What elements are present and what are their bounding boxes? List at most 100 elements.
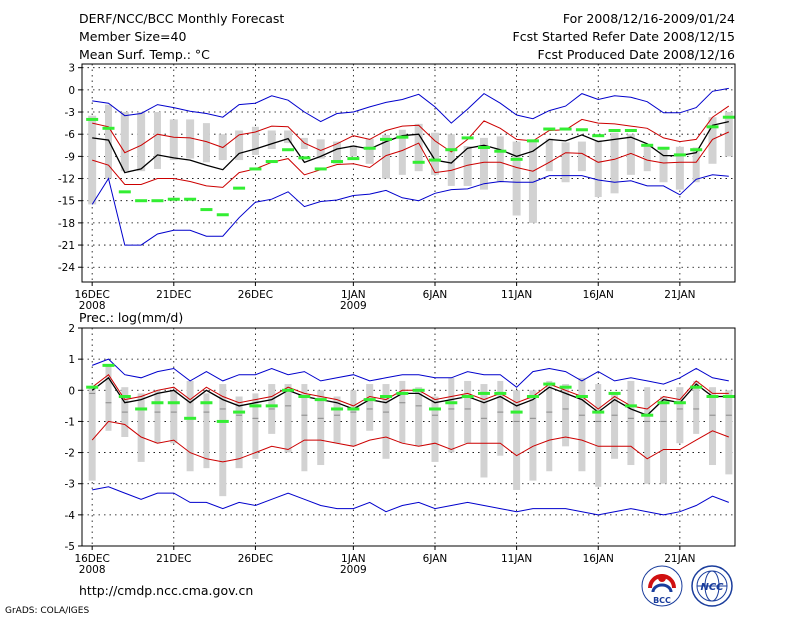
temp-ytick-label: -3 [65,107,75,119]
temp-xtick-year: 2008 [79,300,106,312]
temp-range-box [186,119,195,159]
temp-xtick-label: 16JAN [583,289,614,301]
prec-observed-mark [477,391,490,395]
temp-observed-mark [592,134,605,138]
prec-observed-mark [657,401,670,405]
temp-ytick-label: -9 [65,151,75,163]
precip-title: Prec.: log(mm/d) [79,310,183,325]
prec-observed-mark [86,385,99,389]
temp-ytick-label: -18 [58,218,75,230]
temp-observed-mark [216,213,229,217]
temp-observed-mark [86,117,99,121]
temp-range-box [708,117,717,164]
prec-range-box [186,380,194,472]
prec-range-box [611,393,619,459]
chart-title: DERF/NCC/BCC Monthly Forecast [79,11,284,26]
temp-range-box [251,126,259,155]
temp-observed-mark [331,160,344,164]
temp-ytick-label: 0 [68,85,75,97]
grads-credit: GrADS: COLA/IGES [5,606,89,616]
temp-range-box [659,147,668,183]
temp-observed-mark [249,167,262,171]
temp-range-box [333,141,342,164]
prec-observed-mark [233,410,246,414]
prec-observed-mark [135,407,148,411]
temp-observed-mark [233,186,246,190]
temp-xtick-label: 1JAN [341,289,366,301]
temp-ytick-label: -21 [58,240,75,252]
temp-range-box [610,132,619,194]
prec-range-box [235,396,243,469]
temp-range-box [724,112,733,157]
prec-range-box [88,387,96,481]
temp-observed-mark [102,126,115,130]
temp-range-box [398,129,406,175]
temp-range-box [316,139,325,159]
prec-observed-mark [608,391,621,395]
temp-ensemble-mean-line [92,120,729,174]
prec-observed-mark [543,382,556,386]
prec-range-box [595,384,602,487]
temp-observed-mark [608,129,621,133]
temp-range-box [528,140,537,223]
temp-observed-mark [722,115,735,119]
prec-observed-mark [216,419,229,423]
prec-observed-mark [314,398,327,402]
prec-range-box [137,393,145,462]
prec-ytick-label: -4 [65,510,76,522]
prec-observed-mark [722,395,735,399]
temp-observed-mark [477,146,490,150]
temp-xtick-year: 2009 [340,300,367,312]
prec-range-box [105,365,112,431]
temp-range-box [545,138,553,172]
prec-observed-mark [200,401,213,405]
temp-observed-mark [690,148,703,152]
prec-xtick-label: 16JAN [583,553,614,565]
prec-range-box [317,390,325,466]
bcc-logo-text: BCC [653,596,671,605]
temp-lower-spread-line [92,131,730,188]
prec-xtick-label: 26DEC [238,553,273,565]
prec-xtick-label: 21JAN [664,553,695,565]
prec-observed-mark [412,388,425,392]
prec-observed-mark [118,395,131,399]
temp-observed-mark [445,148,458,152]
temp-observed-mark [673,153,686,157]
temp-observed-mark [347,157,360,161]
source-url[interactable]: http://cmdp.ncc.cma.gov.cn [79,583,253,598]
temp-observed-mark [494,149,507,153]
temp-observed-mark [396,135,409,139]
prec-range-box [382,384,390,459]
prec-plot-frame [81,327,736,547]
temp-range-box [692,147,700,183]
prec-observed-mark [494,391,507,395]
prec-observed-mark [461,395,474,399]
temp-observed-mark [118,190,131,194]
temp-range-box [577,141,586,172]
temp-xtick-label: 11JAN [501,289,532,301]
temp-range-box [512,141,521,216]
prec-range-box [366,384,374,431]
prec-range-box [154,390,161,444]
temp-observed-mark [575,128,588,132]
temp-xtick-label: 21JAN [664,289,695,301]
prec-observed-mark [510,410,523,414]
prec-observed-mark [706,395,719,399]
prec-observed-mark [641,413,654,417]
temp-ytick-label: -24 [58,262,75,274]
temp-observed-mark [363,146,376,150]
temp-observed-mark [706,125,719,129]
temp-xtick-label: 16DEC [74,289,109,301]
temp-range-box [594,140,602,198]
temp-range-box [463,146,472,186]
prec-observed-mark [363,398,376,402]
temp-range-box [137,112,146,172]
temp-ytick-label: 3 [68,63,75,75]
prec-xtick-label: 11JAN [501,553,532,565]
prec-range-box [709,387,717,466]
prec-observed-mark [298,395,311,399]
temp-observed-mark [641,143,654,147]
temp-observed-mark [543,127,556,131]
temp-lower-envelope-line [91,174,729,246]
